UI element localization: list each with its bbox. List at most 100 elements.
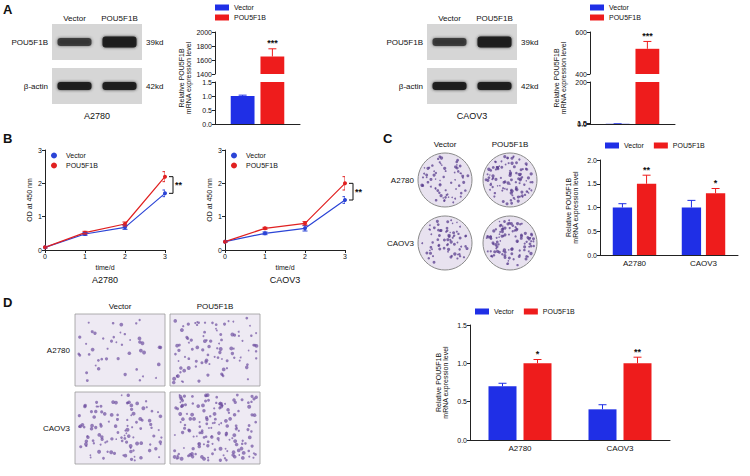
svg-text:200: 200 xyxy=(575,79,587,86)
svg-text:3: 3 xyxy=(343,253,347,260)
svg-text:OD at 450 nm: OD at 450 nm xyxy=(206,178,213,222)
svg-text:POU5F1B: POU5F1B xyxy=(197,302,233,311)
svg-text:1: 1 xyxy=(83,253,87,260)
svg-text:A2780: A2780 xyxy=(623,259,647,268)
svg-text:POU5F1B: POU5F1B xyxy=(246,162,278,169)
svg-text:POU5F1B: POU5F1B xyxy=(234,14,266,21)
svg-text:CAOV3: CAOV3 xyxy=(387,239,415,248)
svg-text:CAOV3: CAOV3 xyxy=(270,275,301,285)
svg-text:CAOV3: CAOV3 xyxy=(690,259,718,268)
svg-text:1800: 1800 xyxy=(196,43,212,50)
svg-text:β-actin: β-actin xyxy=(399,82,423,91)
svg-text:POU5F1B: POU5F1B xyxy=(673,142,705,149)
svg-text:Vector: Vector xyxy=(246,152,267,159)
svg-text:mRNA expression level: mRNA expression level xyxy=(442,346,450,419)
svg-text:1400: 1400 xyxy=(196,71,212,78)
svg-text:1.5: 1.5 xyxy=(577,120,587,127)
svg-text:A: A xyxy=(3,2,13,17)
svg-text:2: 2 xyxy=(123,253,127,260)
svg-text:39kd: 39kd xyxy=(146,38,163,47)
svg-text:**: ** xyxy=(175,180,183,190)
svg-text:POU5F1B: POU5F1B xyxy=(12,38,48,47)
svg-text:2: 2 xyxy=(38,180,42,187)
svg-text:Relative POU5F1B: Relative POU5F1B xyxy=(178,48,185,107)
svg-text:1: 1 xyxy=(263,253,267,260)
svg-text:time/d: time/d xyxy=(95,264,114,271)
svg-text:2.0: 2.0 xyxy=(587,157,597,164)
svg-text:0: 0 xyxy=(223,253,227,260)
svg-text:0.5: 0.5 xyxy=(587,228,597,235)
svg-text:OD at 450 nm: OD at 450 nm xyxy=(26,178,33,222)
svg-text:***: *** xyxy=(267,38,278,48)
svg-text:Relative POU5F1B: Relative POU5F1B xyxy=(553,48,560,107)
svg-text:D: D xyxy=(3,295,12,310)
svg-text:A2780: A2780 xyxy=(47,346,71,355)
svg-text:0.5: 0.5 xyxy=(202,107,212,114)
svg-text:3: 3 xyxy=(218,147,222,154)
svg-text:*: * xyxy=(714,178,718,188)
svg-text:Vector: Vector xyxy=(609,4,630,11)
svg-text:CAOV3: CAOV3 xyxy=(457,111,488,121)
svg-text:Vector: Vector xyxy=(109,302,132,311)
svg-text:time/d: time/d xyxy=(275,264,294,271)
svg-text:mRNA expression level: mRNA expression level xyxy=(185,41,193,114)
svg-text:B: B xyxy=(3,131,12,146)
svg-text:POU5F1B: POU5F1B xyxy=(387,38,423,47)
svg-text:0: 0 xyxy=(218,247,222,254)
svg-text:Vector: Vector xyxy=(494,308,515,315)
svg-text:1.0: 1.0 xyxy=(577,120,587,127)
svg-text:POU5F1B: POU5F1B xyxy=(66,162,98,169)
svg-text:***: *** xyxy=(642,31,653,41)
svg-text:mRNA expression level: mRNA expression level xyxy=(560,41,568,114)
svg-text:**: ** xyxy=(355,187,363,197)
svg-text:**: ** xyxy=(634,347,642,357)
svg-text:A2780: A2780 xyxy=(92,275,118,285)
svg-text:A2780: A2780 xyxy=(391,176,415,185)
svg-text:3: 3 xyxy=(38,147,42,154)
svg-text:400: 400 xyxy=(575,71,587,78)
svg-text:39kd: 39kd xyxy=(521,38,538,47)
svg-text:Vector: Vector xyxy=(624,142,645,149)
svg-text:Vector: Vector xyxy=(234,4,255,11)
svg-text:42kd: 42kd xyxy=(146,82,163,91)
svg-text:Vector: Vector xyxy=(438,14,461,23)
svg-text:0: 0 xyxy=(43,253,47,260)
svg-text:1.5: 1.5 xyxy=(587,180,597,187)
svg-text:2: 2 xyxy=(218,180,222,187)
svg-text:1.0: 1.0 xyxy=(587,204,597,211)
svg-text:Vector: Vector xyxy=(66,152,87,159)
svg-text:0: 0 xyxy=(38,247,42,254)
svg-text:Vector: Vector xyxy=(63,14,86,23)
svg-text:1: 1 xyxy=(218,213,222,220)
svg-text:3: 3 xyxy=(163,253,167,260)
svg-text:Relative POU5F1B: Relative POU5F1B xyxy=(435,353,442,412)
svg-text:1.0: 1.0 xyxy=(202,93,212,100)
svg-text:1: 1 xyxy=(38,213,42,220)
svg-text:A2780: A2780 xyxy=(84,111,110,121)
svg-text:1600: 1600 xyxy=(196,57,212,64)
svg-text:A2780: A2780 xyxy=(508,444,532,453)
svg-text:0.0: 0.0 xyxy=(577,121,587,128)
svg-text:POU5F1B: POU5F1B xyxy=(101,14,137,23)
svg-text:CAOV3: CAOV3 xyxy=(43,424,71,433)
svg-text:0.0: 0.0 xyxy=(457,437,467,444)
svg-text:600: 600 xyxy=(575,29,587,36)
svg-text:1.5: 1.5 xyxy=(457,322,467,329)
svg-text:CAOV3: CAOV3 xyxy=(606,444,634,453)
svg-text:1.0: 1.0 xyxy=(457,360,467,367)
svg-text:2000: 2000 xyxy=(196,29,212,36)
svg-text:42kd: 42kd xyxy=(521,82,538,91)
svg-text:POU5F1B: POU5F1B xyxy=(492,140,528,149)
svg-text:POU5F1B: POU5F1B xyxy=(543,308,575,315)
svg-text:2: 2 xyxy=(303,253,307,260)
svg-text:*: * xyxy=(536,349,540,359)
svg-text:**: ** xyxy=(643,165,651,175)
svg-text:C: C xyxy=(383,131,393,146)
svg-text:POU5F1B: POU5F1B xyxy=(609,14,641,21)
svg-text:mRNA expression level: mRNA expression level xyxy=(572,171,580,244)
svg-text:Relative POU5F1B: Relative POU5F1B xyxy=(565,178,572,237)
svg-text:0.5: 0.5 xyxy=(457,398,467,405)
svg-text:Vector: Vector xyxy=(434,140,457,149)
svg-text:0.0: 0.0 xyxy=(202,121,212,128)
svg-text:1.5: 1.5 xyxy=(202,79,212,86)
